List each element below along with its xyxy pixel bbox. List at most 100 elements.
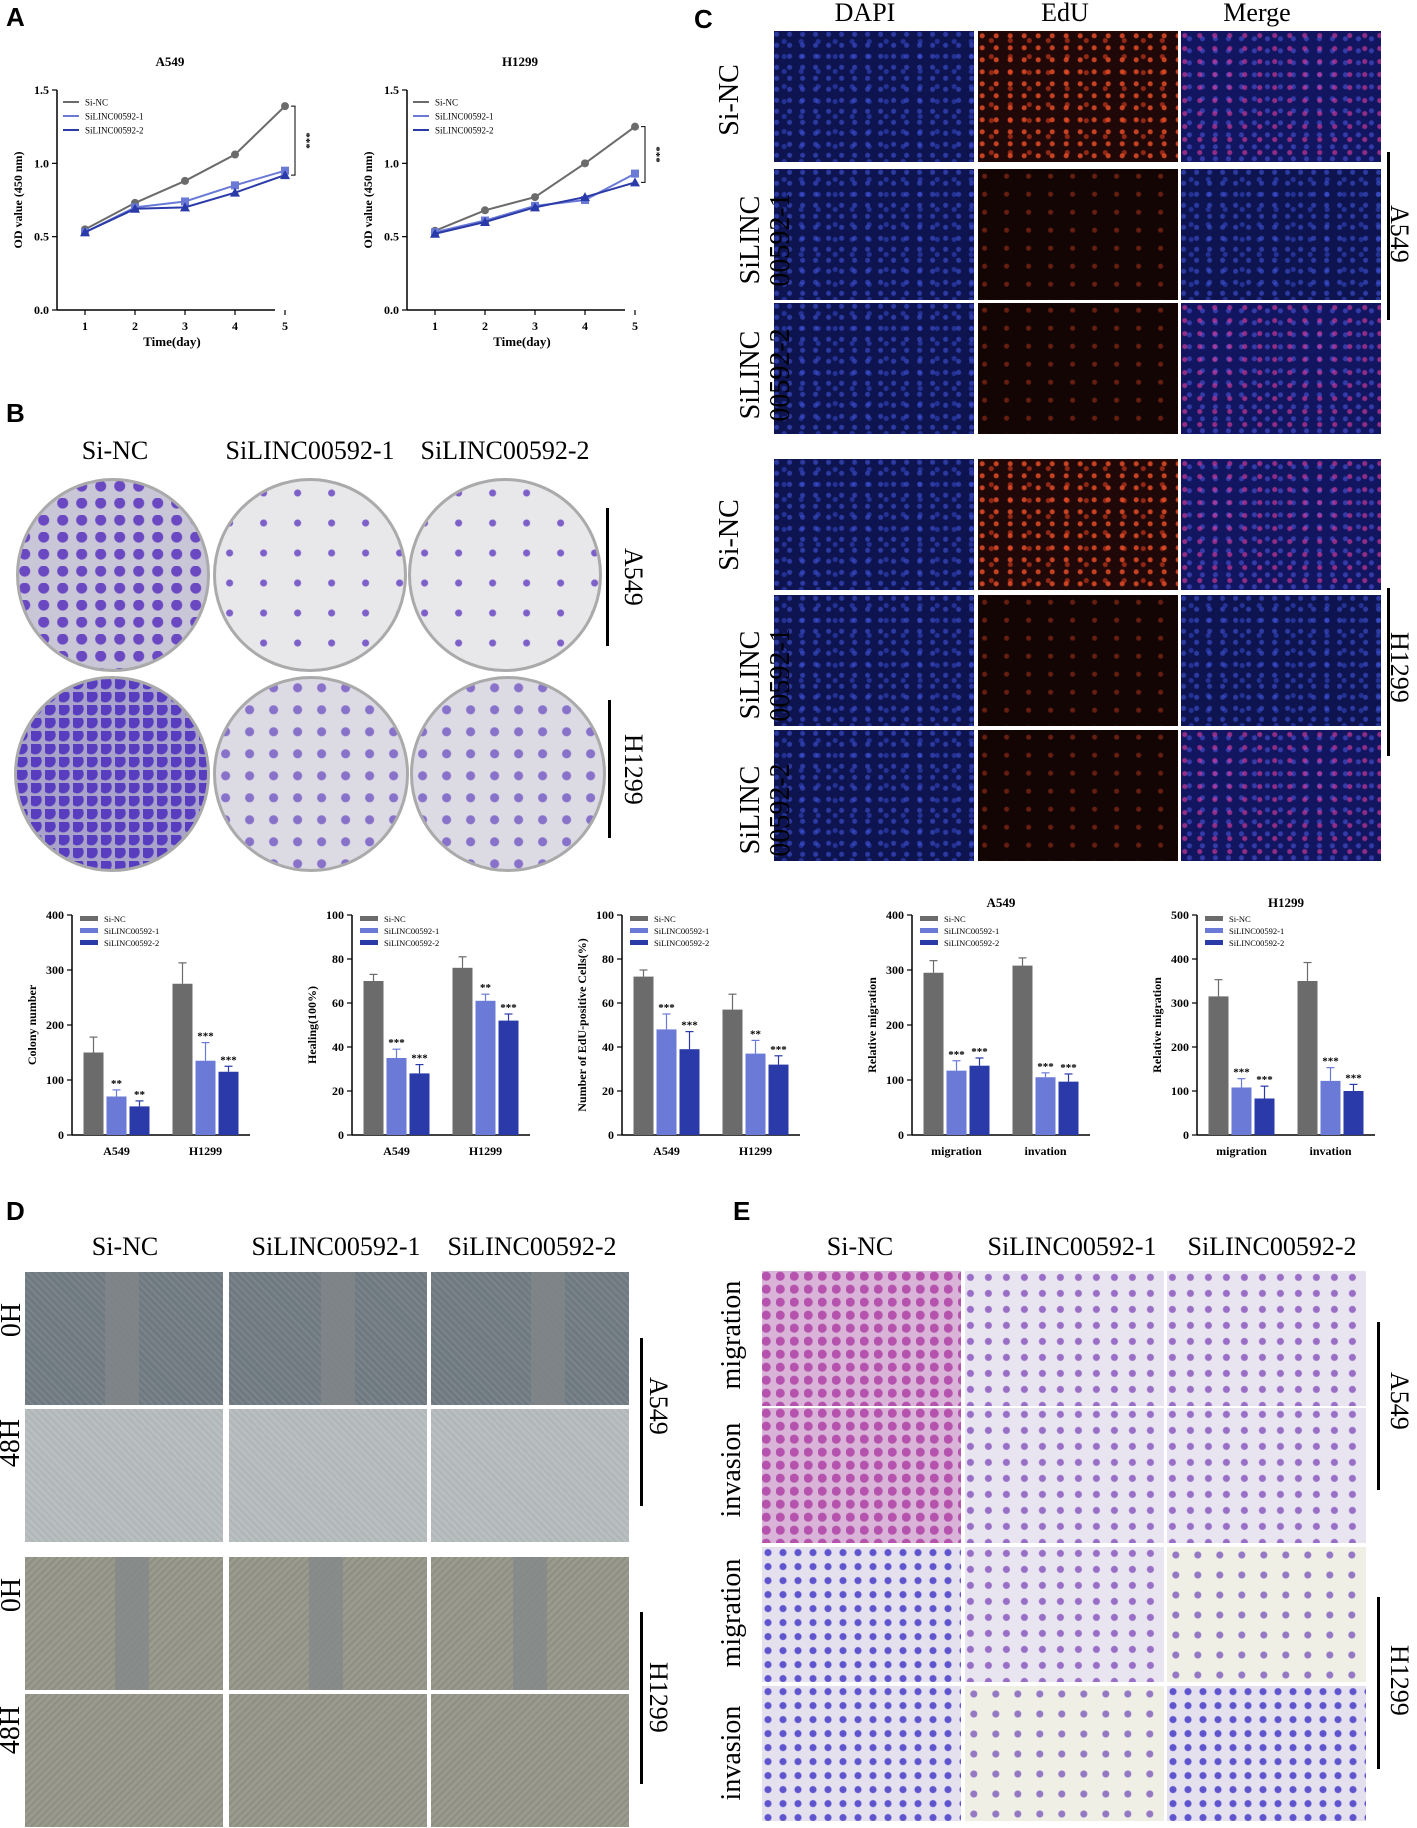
significance-label: ***: [770, 1044, 787, 1056]
y-tick-label: 60: [602, 996, 614, 1010]
y-tick-label: 20: [332, 1084, 344, 1098]
significance-label: ***: [1256, 1074, 1273, 1086]
edu-image: [1180, 30, 1382, 163]
significance-label: **: [480, 982, 492, 994]
y-tick-label: 40: [602, 1040, 614, 1054]
y-tick-label: 200: [1171, 1040, 1189, 1054]
significance-label: ***: [300, 132, 312, 149]
side-label-a549: A549: [619, 548, 648, 606]
y-tick-label: 400: [46, 908, 64, 922]
legend-swatch: [80, 928, 98, 933]
legend-label: Si-NC: [85, 98, 108, 108]
data-point: [130, 203, 140, 213]
data-point: [580, 192, 590, 202]
legend-swatch: [630, 940, 648, 945]
significance-label: ***: [948, 1049, 965, 1061]
bar: [633, 976, 654, 1135]
y-tick-label: 40: [332, 1040, 344, 1054]
legend-swatch: [80, 916, 98, 921]
significance-label: ***: [658, 1002, 675, 1014]
legend-label: SiLINC00592-2: [435, 126, 494, 136]
side-label-a549: A549: [644, 1377, 673, 1435]
data-point: [231, 150, 239, 159]
colony-plate: [410, 676, 606, 872]
x-tick-label: migration: [1216, 1144, 1267, 1158]
y-tick-label: 200: [886, 1018, 904, 1032]
colony-plate: [408, 478, 602, 672]
legend-label: SiLINC00592-2: [944, 938, 999, 948]
chart-title: A549: [987, 895, 1016, 910]
data-point: [630, 177, 640, 187]
bar: [106, 1096, 127, 1135]
x-tick-label: invation: [1024, 1144, 1066, 1158]
data-point: [280, 170, 290, 180]
transwell-image: [1166, 1407, 1367, 1544]
bar: [1012, 965, 1033, 1135]
bar: [1297, 981, 1318, 1135]
y-tick-label: 100: [326, 908, 344, 922]
wound-gap: [105, 1272, 139, 1405]
edu-row-label: Si-NC: [714, 64, 745, 136]
panel-label-e: E: [733, 1196, 751, 1226]
wound-image: [24, 1271, 224, 1406]
transwell-image: [1166, 1685, 1367, 1822]
chart-title: H1299: [502, 54, 539, 69]
significance-label: ***: [1037, 1061, 1054, 1073]
legend-swatch: [360, 940, 378, 945]
x-tick-label: 3: [532, 319, 538, 333]
y-tick-label: 400: [886, 908, 904, 922]
cck8-chart-a549: A549 0.0 0.5 1.0 1.5 1 2 3 4 5 Time(day) OD value (…: [11, 54, 312, 349]
x-tick-label: H1299: [189, 1144, 222, 1158]
side-label-h1299: H1299: [1385, 1645, 1414, 1716]
edu-image: [977, 729, 1179, 862]
y-tick-label: 1.5: [384, 83, 399, 97]
edu-image: [1180, 458, 1382, 591]
wound-header-si-nc: Si-NC: [91, 1232, 159, 1261]
wound-gap: [321, 1272, 355, 1405]
significance-label: **: [134, 1089, 146, 1101]
bar: [498, 1020, 519, 1135]
y-axis-label: OD value (450 nm): [361, 152, 375, 249]
data-point: [530, 202, 540, 212]
y-tick-label: 80: [602, 952, 614, 966]
bar: [363, 981, 384, 1135]
wound-image: [430, 1271, 630, 1406]
bar: [1320, 1080, 1341, 1135]
data-point: [481, 206, 489, 215]
x-tick-label: H1299: [469, 1144, 502, 1158]
y-tick-label: 1.0: [384, 156, 399, 170]
bar-chart-transwell-h1299: H1299 0 100 200 300 400 500 Relative migration m…: [1150, 895, 1375, 1158]
significance-label: ***: [197, 1031, 214, 1043]
wound-gap: [309, 1557, 343, 1690]
edu-image: [1180, 594, 1382, 727]
chart-title: A549: [156, 54, 185, 69]
x-tick-label: 5: [632, 319, 638, 333]
bar-chart-edu: 0 20 40 60 80 100 Number of EdU-positive Cells…: [575, 908, 800, 1158]
edu-image: [773, 458, 975, 591]
x-tick-label: A549: [103, 1144, 130, 1158]
legend-swatch: [630, 928, 648, 933]
transwell-header-si1: SiLINC00592-1: [987, 1232, 1157, 1261]
legend-label: SiLINC00592-1: [384, 926, 439, 936]
side-label-a549: A549: [1385, 1372, 1414, 1430]
side-label-a549: A549: [1385, 205, 1414, 263]
x-tick-label: 1: [82, 319, 88, 333]
bar: [1058, 1081, 1079, 1135]
y-tick-label: 0.5: [384, 230, 399, 244]
bar: [386, 1058, 407, 1135]
edu-image: [773, 30, 975, 163]
bar: [656, 1029, 677, 1135]
edu-header-edu: EdU: [1041, 0, 1089, 27]
significance-label: ***: [681, 1020, 698, 1032]
x-tick-label: 3: [182, 319, 188, 333]
legend-swatch: [360, 916, 378, 921]
data-point: [181, 197, 189, 206]
x-tick-label: 4: [582, 319, 588, 333]
bar: [1035, 1077, 1056, 1135]
legend-label: Si-NC: [435, 98, 458, 108]
edu-image: [977, 302, 1179, 435]
x-tick-label: invation: [1309, 1144, 1351, 1158]
transwell-row-label: migration: [716, 1280, 747, 1390]
data-point: [531, 193, 539, 202]
edu-image: [977, 594, 1179, 727]
